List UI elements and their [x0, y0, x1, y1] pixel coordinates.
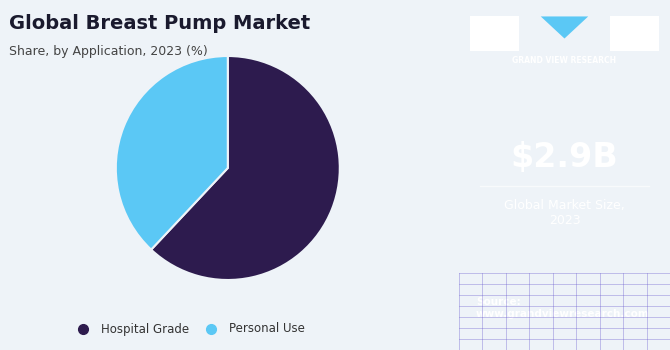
Text: Source:
www.grandviewresearch.com: Source: www.grandviewresearch.com	[476, 297, 650, 319]
Wedge shape	[151, 56, 340, 280]
Text: GRAND VIEW RESEARCH: GRAND VIEW RESEARCH	[513, 56, 616, 65]
FancyBboxPatch shape	[610, 16, 659, 51]
Text: $2.9B: $2.9B	[511, 141, 618, 174]
Text: Global Breast Pump Market: Global Breast Pump Market	[9, 14, 310, 33]
Text: Share, by Application, 2023 (%): Share, by Application, 2023 (%)	[9, 46, 208, 58]
Text: Global Market Size,
2023: Global Market Size, 2023	[504, 199, 625, 228]
Wedge shape	[116, 56, 228, 250]
Text: Personal Use: Personal Use	[229, 322, 306, 336]
Text: Hospital Grade: Hospital Grade	[101, 322, 189, 336]
Polygon shape	[541, 16, 588, 38]
FancyBboxPatch shape	[470, 16, 519, 51]
